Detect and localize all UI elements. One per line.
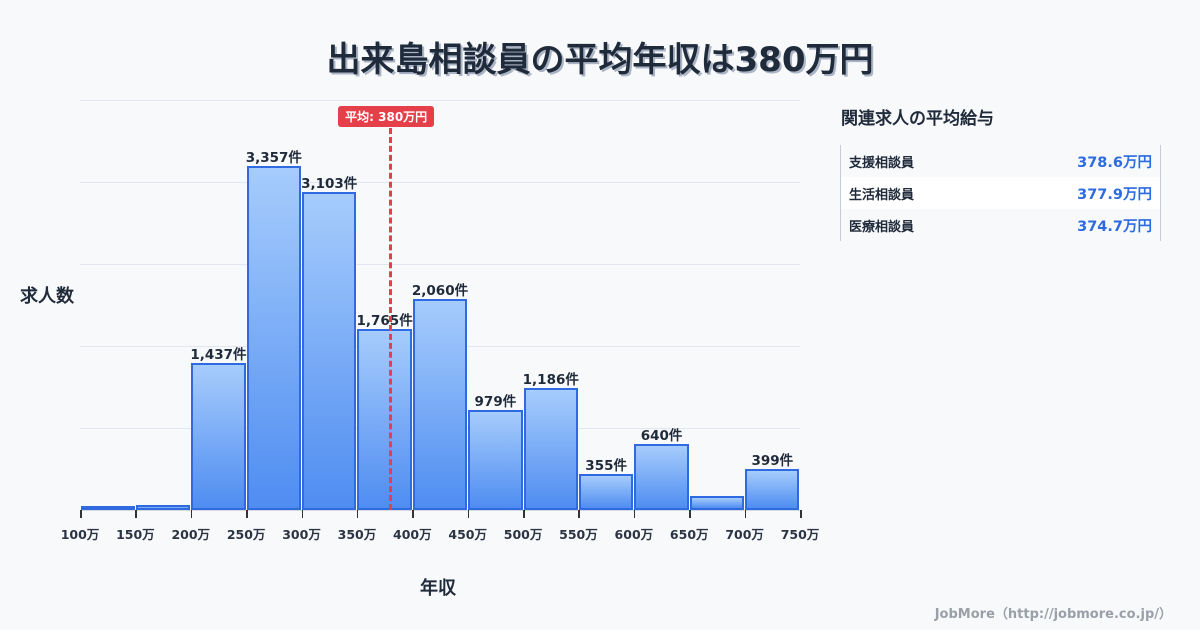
bar-value-label: 1,437件	[190, 346, 247, 363]
histogram-bar	[745, 469, 800, 510]
related-row: 支援相談員 378.6万円	[841, 145, 1160, 177]
related-name: 支援相談員	[849, 155, 915, 171]
x-tick-label: 350万	[337, 527, 377, 542]
x-tick-label: 650万	[669, 527, 709, 542]
x-tick-label: 450万	[448, 527, 487, 542]
x-tick-label: 250万	[226, 527, 266, 542]
x-tick	[578, 510, 580, 518]
x-tick	[356, 510, 359, 518]
related-name: 医療相談員	[849, 219, 915, 235]
histogram-bar	[634, 444, 689, 510]
histogram-bar	[302, 191, 357, 510]
related-row: 医療相談員 374.7万円	[841, 209, 1160, 241]
bar-value-label: 3,103件	[301, 175, 358, 192]
x-tick-label: 300万	[282, 527, 321, 542]
x-tick-label: 500万	[503, 527, 543, 542]
x-axis-label: 年収	[420, 578, 456, 599]
histogram-bar	[246, 165, 302, 510]
related-table: 支援相談員 378.6万円 生活相談員 377.9万円 医療相談員 374.7万…	[840, 145, 1161, 241]
gridline	[80, 182, 800, 183]
bar-value-label: 2,060件	[411, 282, 469, 299]
bar-value-label: 3,357件	[245, 149, 302, 166]
x-tick	[301, 510, 304, 518]
x-tick-label: 700万	[725, 527, 764, 542]
histogram-plot: 1,437件 3,357件 3,103件 1,765件 2,060件 979件 1,186件…	[61, 100, 819, 542]
related-value: 374.7万円	[1077, 218, 1152, 235]
gridline	[80, 100, 800, 101]
related-value: 378.6万円	[1077, 154, 1152, 171]
bar-value-label: 355件	[585, 457, 627, 474]
bar-value-label: 1,765件	[356, 313, 413, 330]
histogram-bar	[468, 409, 523, 510]
x-tick-label: 200万	[171, 527, 211, 542]
x-tick	[135, 510, 137, 518]
x-tick-label: 750万	[780, 527, 820, 542]
x-tick	[246, 510, 248, 518]
x-axis-line	[80, 510, 800, 511]
bar-value-label: 399件	[751, 453, 794, 470]
x-tick-label: 600万	[614, 527, 654, 542]
histogram-bar	[357, 329, 412, 510]
related-name: 生活相談員	[849, 187, 915, 203]
x-tick-label: 150万	[116, 527, 155, 542]
histogram-bar	[523, 388, 578, 510]
bar-value-label: 1,186件	[522, 372, 579, 389]
x-tick	[689, 510, 691, 518]
histogram-bar	[578, 473, 634, 510]
histogram-bar	[689, 496, 745, 510]
mean-line	[388, 128, 392, 510]
x-tick-label: 100万	[60, 527, 100, 542]
histogram-bar	[80, 506, 135, 510]
x-tick	[633, 510, 636, 518]
x-tick-label: 550万	[559, 527, 598, 542]
histogram-bar	[412, 298, 468, 510]
bar-value-label: 640件	[640, 428, 683, 445]
x-tick	[800, 510, 802, 518]
x-tick	[80, 510, 82, 518]
footer-credit: JobMore（http://jobmore.co.jp/）	[934, 607, 1172, 622]
x-tick	[744, 510, 747, 518]
y-axis-label: 求人数	[20, 286, 74, 307]
related-value: 377.9万円	[1077, 186, 1152, 203]
histogram-bar	[135, 504, 191, 510]
chart-title: 出来島相談員の平均年収は380万円	[326, 40, 874, 80]
x-tick	[412, 510, 414, 518]
related-title: 関連求人の平均給与	[841, 109, 994, 129]
mean-badge: 平均: 380万円	[338, 106, 435, 127]
related-row: 生活相談員 377.9万円	[841, 177, 1160, 209]
x-tick-label: 400万	[393, 527, 432, 542]
x-tick	[523, 510, 525, 518]
gridline	[80, 264, 800, 265]
histogram-bar	[191, 362, 246, 510]
x-tick	[467, 510, 470, 518]
bar-value-label: 979件	[474, 393, 517, 410]
x-tick	[190, 510, 193, 518]
